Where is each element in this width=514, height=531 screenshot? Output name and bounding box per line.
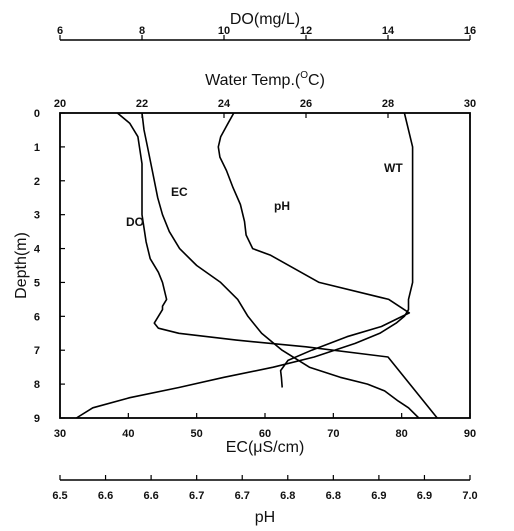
y-tick-label: 3 <box>34 210 40 222</box>
ph-tick-label: 6.7 <box>235 490 250 502</box>
y-tick-label: 2 <box>34 176 40 188</box>
wt-tick-label: 28 <box>382 98 394 110</box>
ec-tick-label: 60 <box>259 428 271 440</box>
series-label-ec: EC <box>171 185 188 199</box>
ph-tick-label: 6.7 <box>189 490 204 502</box>
y-tick-label: 5 <box>34 277 40 289</box>
ph-axis-title: pH <box>255 509 275 526</box>
do-tick-label: 10 <box>218 25 230 37</box>
wt-axis-title-unit: C) <box>308 72 325 89</box>
ec-tick-label: 70 <box>327 428 339 440</box>
series-label-ph: pH <box>274 199 290 213</box>
wt-tick-label: 26 <box>300 98 312 110</box>
do-tick-label: 6 <box>57 25 63 37</box>
ec-tick-label: 80 <box>396 428 408 440</box>
wt-axis-title-main: Water Temp.( <box>205 72 301 89</box>
ph-tick-label: 7.0 <box>462 490 477 502</box>
ph-tick-label: 6.6 <box>143 490 158 502</box>
y-tick-label: 1 <box>34 142 40 154</box>
series-line-wt <box>75 112 414 419</box>
labels-layer: WT DO EC pH <box>126 161 403 229</box>
y-tick-label: 4 <box>34 244 41 256</box>
y-tick-label: 9 <box>34 413 40 425</box>
wt-axis-title-degree: O <box>300 70 308 81</box>
series-layer <box>75 112 438 419</box>
wt-tick-label: 24 <box>218 98 231 110</box>
ec-tick-label: 30 <box>54 428 66 440</box>
y-tick-label: 7 <box>34 345 40 357</box>
series-line-ec <box>141 112 420 419</box>
ph-tick-label: 6.6 <box>98 490 113 502</box>
ec-axis-title: EC(μS/cm) <box>226 439 305 456</box>
y-tick-label: 0 <box>34 108 40 120</box>
ph-tick-label: 6.5 <box>52 490 67 502</box>
plot-frame <box>59 112 471 419</box>
y-tick-label: 8 <box>34 379 40 391</box>
ec-tick-label: 90 <box>464 428 476 440</box>
do-tick-label: 14 <box>382 25 395 37</box>
series-label-wt: WT <box>384 161 403 175</box>
do-tick-label: 8 <box>139 25 145 37</box>
y-axis-title: Depth(m) <box>13 232 30 299</box>
do-tick-label: 12 <box>300 25 312 37</box>
wt-tick-label: 22 <box>136 98 148 110</box>
ph-tick-label: 6.9 <box>371 490 386 502</box>
wt-tick-label: 20 <box>54 98 66 110</box>
y-tick-label: 6 <box>34 311 40 323</box>
ph-tick-label: 6.9 <box>417 490 432 502</box>
ph-tick-label: 6.8 <box>280 490 295 502</box>
series-label-do: DO <box>126 215 144 229</box>
do-tick-label: 16 <box>464 25 476 37</box>
do-axis-title: DO(mg/L) <box>230 11 300 28</box>
series-line-do <box>116 112 438 419</box>
wt-tick-label: 30 <box>464 98 476 110</box>
series-line-ph <box>217 112 411 388</box>
ec-tick-label: 40 <box>122 428 134 440</box>
ph-tick-label: 6.8 <box>326 490 341 502</box>
wt-axis-title: Water Temp.(OC) <box>205 70 325 89</box>
ec-tick-label: 50 <box>191 428 203 440</box>
